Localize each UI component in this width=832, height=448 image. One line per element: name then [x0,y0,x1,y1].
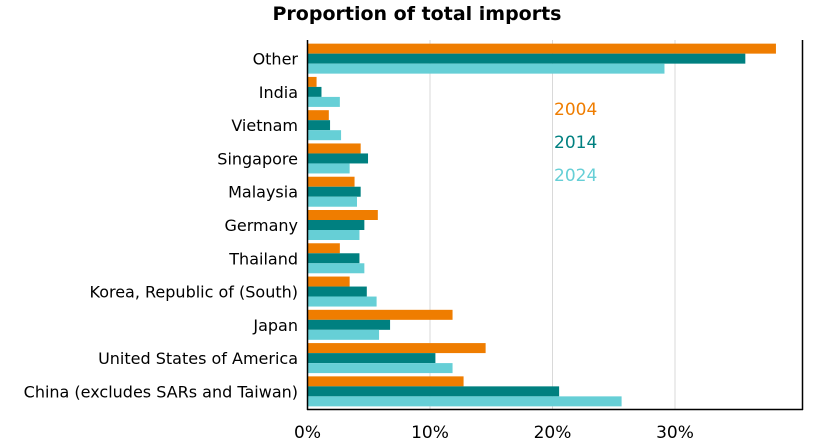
x-tick-label-20: 20% [534,423,572,443]
category-label-other: Other [253,50,299,69]
bar-singapore-2004 [308,143,361,154]
bar-malaysia-2024 [308,196,357,207]
bar-malaysia-2004 [308,176,355,187]
bar-thailand-2014 [308,253,360,264]
category-label-united-states-of-america: United States of America [98,349,298,368]
x-tick-label-30: 30% [656,423,694,443]
bar-india-2014 [308,86,322,97]
bar-other-2004 [308,43,776,54]
grid-lines [429,40,676,410]
bar-united-states-of-america-2014 [308,353,436,364]
category-label-vietnam: Vietnam [231,116,298,135]
category-label-china-excludes-sars-and-taiwan: China (excludes SARs and Taiwan) [24,382,298,401]
category-label-japan: Japan [252,316,298,335]
bar-india-2004 [308,76,317,87]
legend-label-2014: 2014 [554,133,597,153]
bar-korea-republic-of-south-2024 [308,296,377,307]
category-label-germany: Germany [224,216,298,235]
legend-label-2024: 2024 [554,166,597,186]
category-label-singapore: Singapore [217,149,298,168]
bar-singapore-2024 [308,163,350,174]
bar-vietnam-2014 [308,120,331,131]
bar-thailand-2004 [308,243,340,254]
chart-title: Proportion of total imports [273,3,562,25]
bar-united-states-of-america-2024 [308,363,453,374]
bar-india-2024 [308,96,340,107]
bar-china-excludes-sars-and-taiwan-2024 [308,396,622,407]
category-label-malaysia: Malaysia [228,183,298,202]
bar-thailand-2024 [308,263,365,274]
bar-japan-2024 [308,329,380,340]
bar-other-2024 [308,63,665,74]
bar-singapore-2014 [308,153,369,164]
bars [308,43,776,407]
legend: 2004 2014 2024 [554,100,597,186]
bar-germany-2024 [308,230,360,240]
bar-malaysia-2014 [308,186,361,197]
bar-germany-2014 [308,220,365,230]
legend-label-2004: 2004 [554,100,597,120]
x-tick-label-10: 10% [411,423,449,443]
category-label-thailand: Thailand [228,249,298,268]
category-label-korea-republic-of-south: Korea, Republic of (South) [90,283,299,302]
axes [306,40,804,411]
bar-korea-republic-of-south-2004 [308,276,350,287]
bar-japan-2004 [308,309,453,320]
bar-germany-2004 [308,210,378,220]
bar-united-states-of-america-2004 [308,343,486,354]
bar-japan-2014 [308,319,391,330]
x-tick-label-0: 0% [294,423,321,443]
bar-china-excludes-sars-and-taiwan-2004 [308,376,464,387]
category-label-india: India [259,83,298,102]
bar-other-2014 [308,53,746,64]
bar-china-excludes-sars-and-taiwan-2014 [308,386,560,397]
bar-vietnam-2024 [308,130,342,141]
bar-vietnam-2004 [308,110,329,121]
bar-korea-republic-of-south-2014 [308,286,367,297]
category-labels: Other India Vietnam Singapore Malaysia German… [24,50,299,402]
x-tick-labels: 0% 10% 20% 30% [294,423,694,443]
